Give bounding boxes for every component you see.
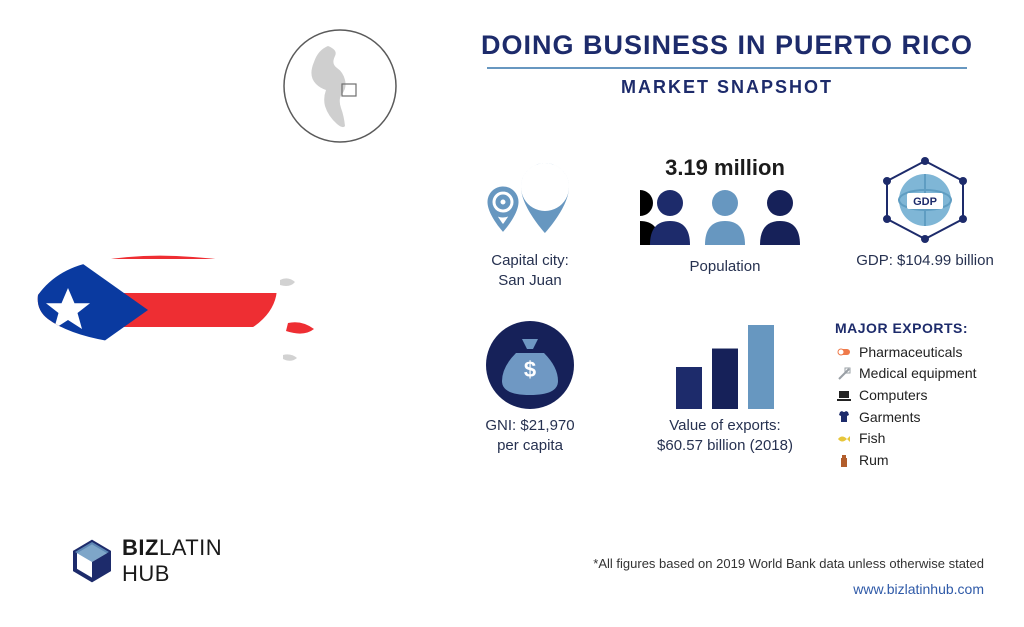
export-item-label: Computers	[859, 385, 927, 407]
exports-list: MAJOR EXPORTS: PharmaceuticalsMedical eq…	[835, 320, 1015, 472]
gni-sub: per capita	[445, 436, 615, 456]
export-item-label: Pharmaceuticals	[859, 342, 963, 364]
page-subtitle: MARKET SNAPSHOT	[470, 77, 984, 98]
header: DOING BUSINESS IN PUERTO RICO MARKET SNA…	[470, 30, 984, 98]
brand-logo: BIZLATIN HUB	[70, 535, 222, 587]
footnote: *All figures based on 2019 World Bank da…	[593, 556, 984, 571]
laptop-icon	[835, 389, 853, 403]
globe-locator-icon	[280, 26, 400, 146]
website-link[interactable]: www.bizlatinhub.com	[853, 581, 984, 597]
export-item: Fish	[835, 428, 1015, 450]
gdp-label: GDP: $104.99 billion	[835, 251, 1015, 271]
export-item-label: Rum	[859, 450, 889, 472]
export-item: Rum	[835, 450, 1015, 472]
exports-value-cell: Value of exports: $60.57 billion (2018)	[625, 320, 825, 472]
population-cell: 3.19 million Population	[625, 155, 825, 292]
syringe-icon	[835, 367, 853, 381]
title-underline	[487, 67, 967, 69]
bottle-icon	[835, 454, 853, 468]
brand-text: BIZLATIN HUB	[122, 535, 222, 587]
population-label: Population	[625, 257, 825, 277]
export-item-label: Fish	[859, 428, 885, 450]
population-icon	[625, 185, 825, 251]
pill-icon	[835, 345, 853, 359]
svg-text:$: $	[524, 357, 536, 382]
capital-label: Capital city:	[445, 251, 615, 271]
gdp-cell: GDP GDP: $104.99 billion	[835, 155, 1015, 292]
exports-value-sub: $60.57 billion (2018)	[625, 436, 825, 456]
svg-text:GDP: GDP	[913, 196, 937, 208]
export-item-label: Medical equipment	[859, 363, 977, 385]
population-value: 3.19 million	[625, 155, 825, 181]
fish-icon	[835, 432, 853, 446]
export-item-label: Garments	[859, 407, 920, 429]
export-item: Computers	[835, 385, 1015, 407]
page-title: DOING BUSINESS IN PUERTO RICO	[470, 30, 984, 61]
bar-chart-icon	[625, 320, 825, 410]
gni-cell: $ GNI: $21,970 per capita	[445, 320, 615, 472]
shirt-icon	[835, 410, 853, 424]
capital-value: San Juan	[445, 271, 615, 291]
gni-label: GNI: $21,970	[445, 416, 615, 436]
gdp-icon: GDP	[835, 155, 1015, 245]
export-item: Garments	[835, 407, 1015, 429]
flag-map-icon	[28, 225, 328, 395]
exports-title: MAJOR EXPORTS:	[835, 320, 1015, 336]
exports-value-label: Value of exports:	[625, 416, 825, 436]
export-item: Pharmaceuticals	[835, 342, 1015, 364]
capital-cell: Capital city: San Juan	[445, 155, 615, 292]
export-item: Medical equipment	[835, 363, 1015, 385]
map-pin-icon	[445, 155, 615, 245]
money-bag-icon: $	[445, 320, 615, 410]
stats-grid: Capital city: San Juan 3.19 million Popu…	[445, 155, 994, 472]
